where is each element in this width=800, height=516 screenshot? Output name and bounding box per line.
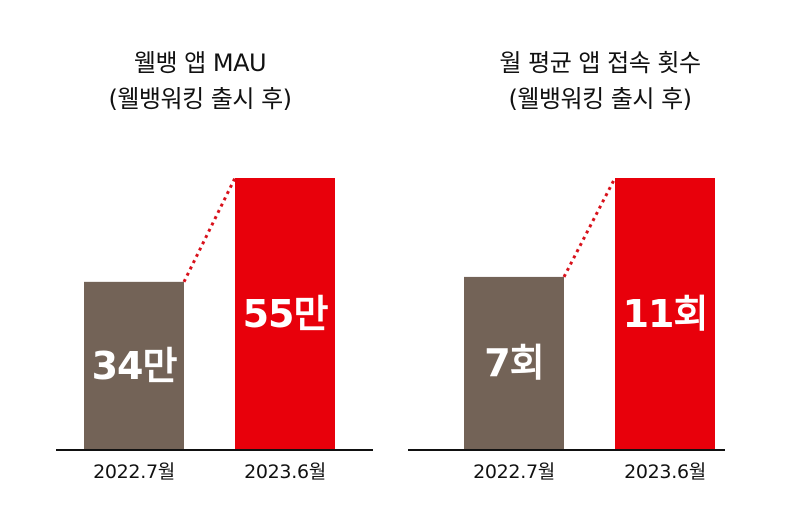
bar-value-label-2023: 55만	[242, 292, 329, 336]
growth-connector-line	[182, 177, 237, 283]
chart-title-line1: 웰뱅 앱 MAU	[133, 49, 267, 77]
bar-value-label-2022: 7회	[484, 341, 544, 386]
category-label-2023: 2023.6월	[244, 461, 326, 483]
chart-title-line2: (웰뱅워킹 출시 후)	[508, 85, 692, 113]
bar-2023	[235, 178, 335, 450]
chart-mau	[56, 177, 373, 451]
chart-panel-visits: 월 평균 앱 접속 횟수 (웰뱅워킹 출시 후) 2022.7월 2023.6월…	[400, 0, 800, 516]
chart-title-line2: (웰뱅워킹 출시 후)	[108, 85, 292, 113]
bar-2022	[464, 276, 564, 450]
bar-2022	[84, 281, 184, 450]
chart-visits	[408, 177, 725, 451]
bar-value-label-2023: 11회	[622, 292, 709, 336]
category-label-2022: 2022.7월	[93, 461, 175, 483]
bar-value-label-2022: 34만	[91, 343, 178, 388]
chart-panel-mau: 웰뱅 앱 MAU (웰뱅워킹 출시 후) 2022.7월 2023.6월 34만…	[56, 49, 373, 483]
growth-connector-line	[562, 177, 617, 278]
category-label-2022: 2022.7월	[473, 461, 555, 483]
category-label-2023: 2023.6월	[624, 461, 706, 483]
bar-2023	[615, 178, 715, 450]
chart-title-line1: 월 평균 앱 접속 횟수	[499, 49, 701, 77]
